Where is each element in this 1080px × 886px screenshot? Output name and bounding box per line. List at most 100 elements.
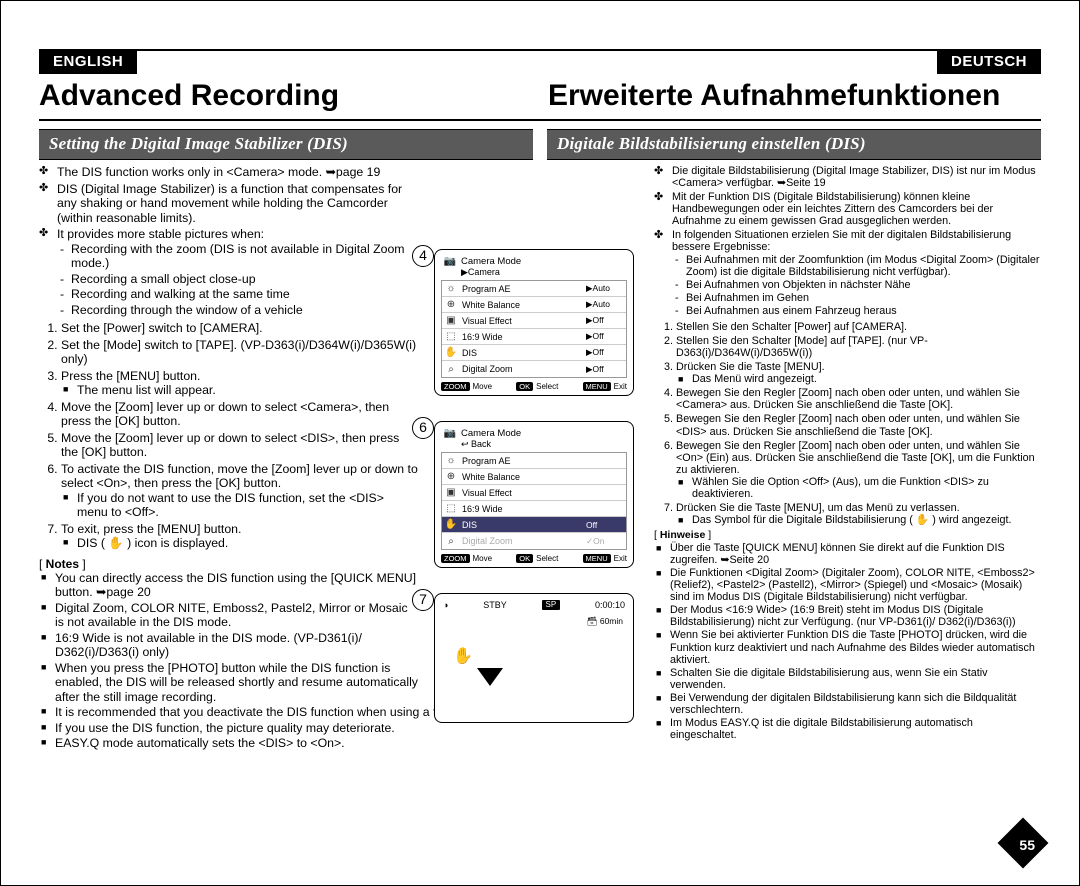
column-illustrations: 4 📷Camera Mode ▶Camera ☼Program AE▶Auto … <box>424 165 646 861</box>
menu-value: Off <box>586 520 626 530</box>
en-step-text: To activate the DIS function, move the [… <box>61 462 418 491</box>
tape-remain: 60min <box>600 616 623 626</box>
menu-value: ▶Off <box>586 331 626 342</box>
menu-value: ▶Off <box>586 364 626 375</box>
menu-icon: ⬚ <box>442 503 460 514</box>
de-note: Der Modus <16:9 Wide> (16:9 Breit) steht… <box>670 604 1041 628</box>
en-step: Move the [Zoom] lever up or down to sele… <box>61 400 418 429</box>
de-step: Bewegen Sie den Regler [Zoom] nach oben … <box>676 387 1041 411</box>
de-step: Stellen Sie den Schalter [Mode] auf [TAP… <box>676 335 1041 359</box>
page-title-right: Erweiterte Aufnahmefunktionen <box>540 79 1041 113</box>
menu-label: DIS <box>460 520 586 530</box>
en-substep: The menu list will appear. <box>77 383 418 398</box>
cassette-icon: 🗃 <box>587 616 598 626</box>
dis-hand-icon: ✋ <box>453 646 473 666</box>
en-note: Digital Zoom, COLOR NITE, Emboss2, Paste… <box>55 601 418 630</box>
foot-exit: Exit <box>614 554 627 563</box>
menu-icon: ☼ <box>442 283 460 294</box>
de-dash: Bei Aufnahmen von Objekten in nächster N… <box>686 279 1041 291</box>
de-note: Die Funktionen <Digital Zoom> (Digitaler… <box>670 567 1041 603</box>
de-dash: Bei Aufnahmen aus einem Fahrzeug heraus <box>686 305 1041 317</box>
menu-label: White Balance <box>460 472 586 482</box>
en-dash: Recording a small object close-up <box>71 272 418 287</box>
menu-label: Visual Effect <box>460 316 586 326</box>
en-step: Move the [Zoom] lever up or down to sele… <box>61 431 418 460</box>
en-step: To exit, press the [MENU] button. DIS ( … <box>61 522 418 551</box>
rule-title <box>39 119 1041 121</box>
de-bullet: In folgenden Situationen erzielen Sie mi… <box>672 229 1041 317</box>
foot-move: Move <box>473 382 493 391</box>
menu-label: Visual Effect <box>460 488 586 498</box>
lcd-breadcrumb: ↩ Back <box>441 439 627 450</box>
de-note: Bei Verwendung der digitalen Bildstabili… <box>670 692 1041 716</box>
de-note: Wenn Sie bei aktivierter Funktion DIS di… <box>670 629 1041 665</box>
zoom-tag: ZOOM <box>441 554 470 563</box>
en-dash: Recording through the window of a vehicl… <box>71 303 418 318</box>
de-step: Stellen Sie den Schalter [Power] auf [CA… <box>676 321 1041 333</box>
de-step: Bewegen Sie den Regler [Zoom] nach oben … <box>676 413 1041 437</box>
step-badge-4: 4 <box>412 245 434 267</box>
step-badge-7: 7 <box>412 589 434 611</box>
de-step: Bewegen Sie den Regler [Zoom] nach oben … <box>676 440 1041 500</box>
en-bullet: DIS (Digital Image Stabilizer) is a func… <box>57 182 418 226</box>
menu-icon: ▣ <box>442 315 460 326</box>
en-note: You can directly access the DIS function… <box>55 571 418 600</box>
lang-tab-deutsch: DEUTSCH <box>937 49 1041 74</box>
ok-tag: OK <box>516 382 533 391</box>
de-bullet-text: In folgenden Situationen erzielen Sie mi… <box>672 229 1011 253</box>
de-substep: Wählen Sie die Option <Off> (Aus), um di… <box>692 476 1041 500</box>
de-step-text: Drücken Sie die Taste [MENU], um das Men… <box>676 502 960 514</box>
de-note: Schalten Sie die digitale Bildstabilisie… <box>670 667 1041 691</box>
en-bullet-text: It provides more stable pictures when: <box>57 227 264 241</box>
timecode: 0:00:10 <box>595 600 625 610</box>
play-triangle-icon <box>477 668 503 686</box>
menu-icon: ⬚ <box>442 331 460 342</box>
lcd-title: Camera Mode <box>461 256 521 267</box>
menu-icon: ⌕ <box>442 536 460 547</box>
notes-label-en: Notes <box>39 557 418 571</box>
column-deutsch: Die digitale Bildstabilisierung (Digital… <box>646 165 1041 861</box>
menu-label: DIS <box>460 348 586 358</box>
en-step: Set the [Mode] switch to [TAPE]. (VP-D36… <box>61 338 418 367</box>
menu-label: Program AE <box>460 456 586 466</box>
foot-select: Select <box>536 382 558 391</box>
zoom-tag: ZOOM <box>441 382 470 391</box>
menu-value: ▶Off <box>586 347 626 358</box>
de-dash: Bei Aufnahmen mit der Zoomfunktion (im M… <box>686 254 1041 278</box>
en-dash: Recording and walking at the same time <box>71 287 418 302</box>
de-note: Über die Taste [QUICK MENU] können Sie d… <box>670 542 1041 566</box>
menu-value: ✓On <box>586 536 626 547</box>
en-substep: If you do not want to use the DIS functi… <box>77 491 418 520</box>
de-substep: Das Menü wird angezeigt. <box>692 373 1041 385</box>
ok-tag: OK <box>516 554 533 563</box>
menu-tag: MENU <box>583 382 611 391</box>
lcd-menu-4: 📷Camera Mode ▶Camera ☼Program AE▶Auto ⊕W… <box>434 249 634 396</box>
en-bullet: The DIS function works only in <Camera> … <box>57 165 418 180</box>
camcorder-icon: 📷 <box>443 256 457 267</box>
en-dash: Recording with the zoom (DIS is not avai… <box>71 242 418 271</box>
en-bullet: It provides more stable pictures when: R… <box>57 227 418 317</box>
menu-icon: ⊕ <box>442 299 460 310</box>
en-step: To activate the DIS function, move the [… <box>61 462 418 520</box>
de-bullet: Die digitale Bildstabilisierung (Digital… <box>672 165 1041 189</box>
en-note: 16:9 Wide is not available in the DIS mo… <box>55 631 418 660</box>
de-step: Drücken Sie die Taste [MENU], um das Men… <box>676 502 1041 526</box>
en-step: Press the [MENU] button. The menu list w… <box>61 369 418 398</box>
menu-label: 16:9 Wide <box>460 332 586 342</box>
page-number: 55 <box>1019 837 1035 853</box>
menu-icon: ☼ <box>442 455 460 466</box>
menu-label: Digital Zoom <box>460 364 586 374</box>
lcd-menu-6: 📷Camera Mode ↩ Back ☼Program AE ⊕White B… <box>434 421 634 568</box>
de-step: Drücken Sie die Taste [MENU]. Das Menü w… <box>676 361 1041 385</box>
menu-icon: ✋ <box>442 347 460 358</box>
step-badge-6: 6 <box>412 417 434 439</box>
lcd-status-7: ◑ STBY SP 0:00:10 🗃 60min ✋ <box>434 593 634 723</box>
sp-badge: SP <box>542 600 561 610</box>
rule-top <box>39 49 1041 51</box>
en-step: Set the [Power] switch to [CAMERA]. <box>61 321 418 336</box>
foot-select: Select <box>536 554 558 563</box>
section-heading-right: Digitale Bildstabilisierung einstellen (… <box>547 129 1041 160</box>
notes-label-de: Hinweise <box>654 530 1041 542</box>
menu-value: ▶Auto <box>586 299 626 310</box>
menu-label: Digital Zoom <box>460 536 586 546</box>
